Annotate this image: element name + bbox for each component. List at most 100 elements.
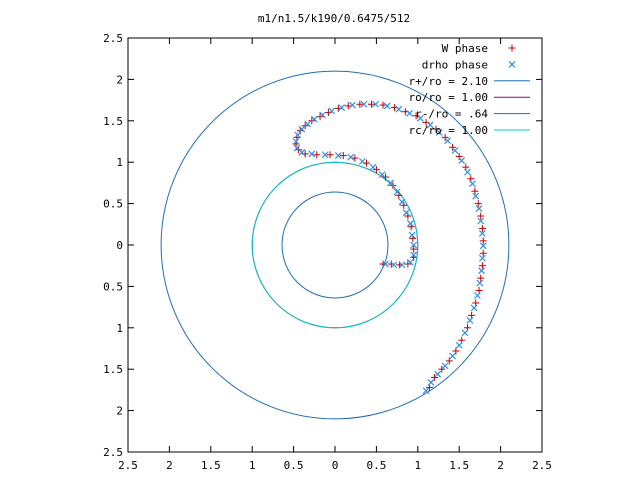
x-tick-label: 1 [414,459,421,472]
drho-phase-point [435,128,443,136]
drho-phase-point [472,192,480,200]
axis-ticks: 2.5 2 1.5 1 0.5 0 0.5 1 1.5 2 2.52.521.510.500.511… [103,32,552,472]
w-phase-point [467,175,475,183]
w-phase-point [351,154,359,162]
w-phase-point [477,212,485,220]
w-phase-point [432,125,440,133]
drho-phase-point [451,147,459,155]
legend-label: r+/ro = 2.10 [409,75,488,88]
x-tick-label: 0 [332,459,339,472]
y-tick-label: 2.5 [103,32,123,45]
y-tick-label: 2 [116,405,123,418]
w-phase-point [478,224,486,232]
drho-phase-point [308,150,316,158]
drho-phase-point [369,163,377,171]
drho-phase-point [449,352,457,360]
w-phase-point [477,274,485,282]
drho-phase-point [372,100,379,108]
drho-phase-point [378,171,386,179]
drho-phase-point [395,105,403,113]
drho-phase-point [478,254,486,262]
drho-phase-point [422,387,430,395]
drho-phase-point [458,157,466,164]
drho-phase-point [294,131,302,139]
reference-circles [160,70,510,420]
drho-phase-point [475,205,483,212]
w-phase-point [344,102,352,110]
drho-phase-point [408,231,416,239]
drho-phase-point [393,188,401,196]
drho-phase-point [310,115,318,123]
drho-phase-point [406,220,414,227]
drho-phase-point [358,157,366,165]
w-phase-point [410,245,418,253]
y-tick-label: 2.5 [103,446,123,459]
x-tick-label: 1 [249,459,256,472]
w-phase-point [474,200,482,208]
drho-phase-point [478,267,485,275]
w-phase-point [475,287,483,295]
drho-phase-point [348,101,356,109]
w-phase-point [479,249,487,257]
drho-phase-point [426,121,434,129]
drho-phase-point [298,125,306,133]
drho-phase-point [427,379,435,386]
drho-phase-point [470,304,478,312]
drho-phase-point [338,104,346,111]
drho-phase-point [292,138,300,145]
drho-phase-point [402,209,410,217]
drho-phase-point [387,179,394,187]
w-phase-point [425,383,433,391]
legend-marker-plus [508,44,516,52]
chart-title: m1/n1.5/k190/0.6475/512 [258,12,410,25]
circle-3 [251,161,419,329]
data-points [292,100,487,395]
drho-phase-point [444,137,452,145]
legend-label: ro/ro = 1.00 [409,91,488,104]
legend: W phase drho phase r+/ro = 2.10 ro/ro = 1.0… [409,42,530,137]
x-tick-label: 1.5 [449,459,469,472]
y-tick-label: 1.5 [103,115,123,128]
w-phase-point [356,100,364,108]
x-tick-label: 2 [166,459,173,472]
drho-phase-point [461,329,469,337]
legend-label: drho phase [422,58,488,71]
drho-phase-point [398,261,406,269]
drho-phase-point [304,120,312,128]
drho-phase-point [410,251,418,259]
drho-phase-point [406,109,413,117]
y-tick-label: 0.5 [103,198,123,211]
y-tick-label: 1.5 [103,363,123,376]
drho-phase-point [398,198,406,206]
drho-phase-point [382,260,389,268]
drho-phase-point [434,370,442,378]
drho-phase-point [416,114,424,122]
w-phase-point [471,187,479,195]
legend-label: rc/ro = 1.00 [409,124,488,137]
w-phase-point [478,262,486,270]
x-tick-label: 0.5 [284,459,304,472]
w-phase-point [462,163,470,171]
w-phase-point [367,100,375,108]
w-phase-point [379,101,387,109]
w-phase-point [326,151,334,159]
y-tick-label: 1 [116,156,123,169]
y-tick-label: 0.5 [103,280,123,293]
drho-phase-point [455,341,463,349]
x-tick-label: 1.5 [201,459,221,472]
legend-label: r-/ro = .64 [415,108,488,121]
drho-phase-point [319,111,327,119]
w-phase-point [479,237,487,245]
drho-phase-point [360,100,368,108]
drho-phase-point [478,229,486,237]
drho-phase-point [410,241,418,249]
w-phase-point [468,311,476,319]
y-tick-label: 0 [116,239,123,252]
drho-phase-point [334,152,342,160]
w-phase-point [313,151,321,159]
circle-2 [281,191,389,299]
x-tick-label: 0.5 [366,459,386,472]
drho-phase-point [328,107,336,115]
w-phase-point [438,365,446,373]
drho-phase-point [298,148,306,156]
